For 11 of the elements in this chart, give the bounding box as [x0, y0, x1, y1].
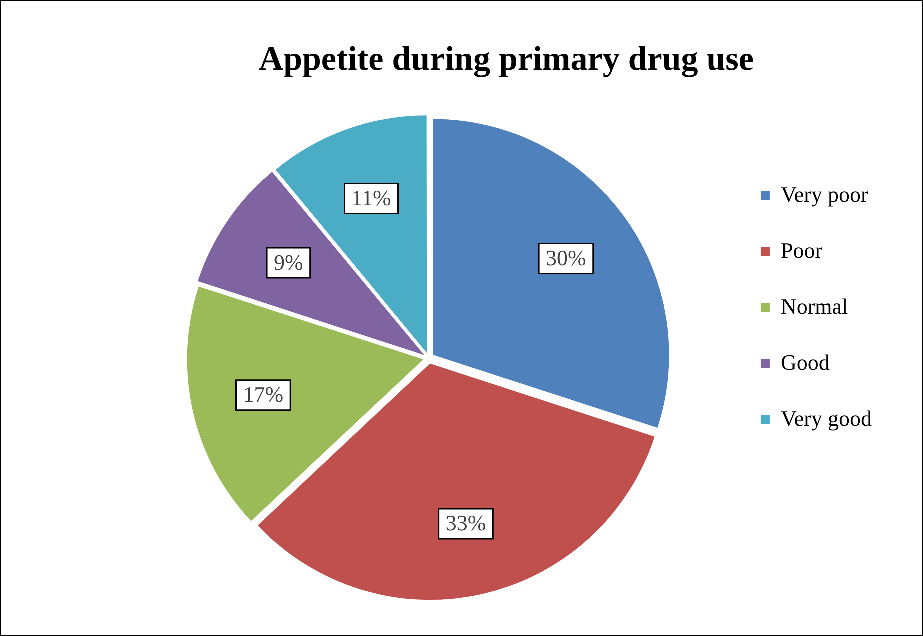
data-label: 9%: [274, 250, 304, 275]
data-label: 33%: [446, 510, 486, 536]
legend-label: Normal: [780, 294, 848, 319]
legend-label: Very good: [780, 406, 872, 431]
data-label: 30%: [546, 245, 586, 270]
data-label: 11%: [352, 186, 392, 211]
legend-label: Poor: [780, 238, 824, 263]
chart-title: Appetite during primary drug use: [259, 41, 754, 78]
legend-label: Very poor: [780, 182, 869, 207]
data-label: 17%: [243, 382, 284, 408]
legend-label: Good: [780, 350, 830, 375]
